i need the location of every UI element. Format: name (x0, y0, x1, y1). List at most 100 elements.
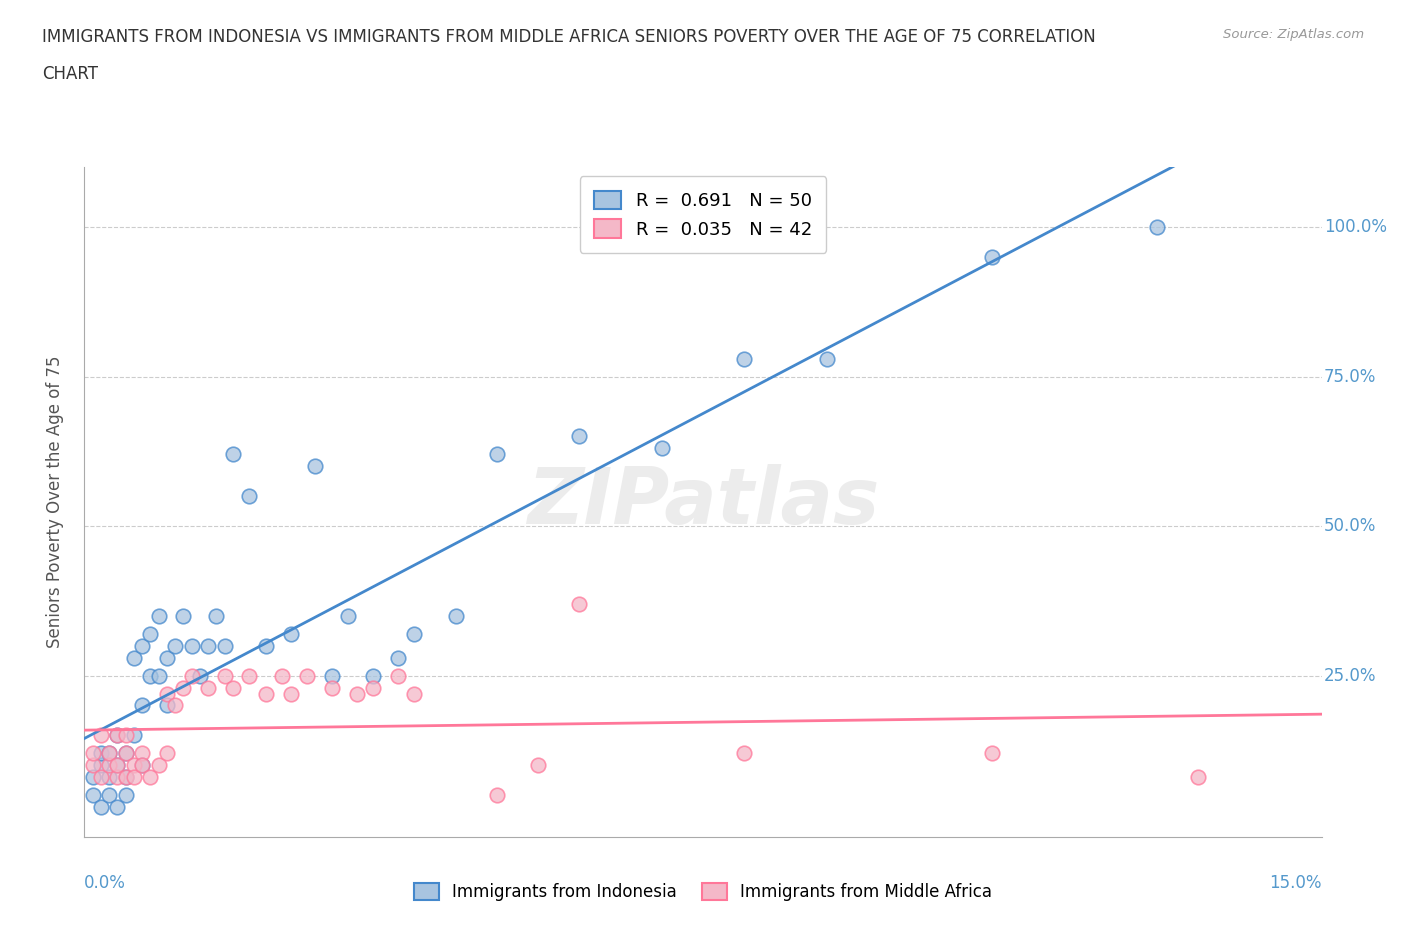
Point (254, 638, 277, 653)
Point (98, 788, 121, 803)
Point (346, 686, 368, 701)
Point (361, 668, 384, 683)
Point (148, 758, 170, 773)
Point (387, 668, 409, 683)
Point (238, 668, 260, 683)
Point (90, 800, 112, 815)
Point (139, 668, 162, 683)
Point (980, 746, 1002, 761)
Point (114, 746, 136, 761)
Point (254, 686, 277, 701)
Point (205, 608, 228, 623)
Point (122, 728, 145, 743)
Text: 100.0%: 100.0% (1324, 219, 1388, 236)
Point (280, 626, 302, 641)
Point (82, 770, 104, 785)
Point (568, 429, 591, 444)
Point (122, 770, 145, 785)
Point (156, 686, 179, 701)
Point (188, 668, 211, 683)
Point (90, 758, 112, 773)
Point (148, 668, 170, 683)
Point (98, 746, 121, 761)
Point (114, 788, 136, 803)
Point (122, 650, 145, 665)
Text: 0.0%: 0.0% (84, 874, 127, 892)
Text: 25.0%: 25.0% (1324, 667, 1376, 684)
Point (105, 770, 128, 785)
Point (304, 458, 326, 473)
Point (568, 596, 591, 611)
Text: Source: ZipAtlas.com: Source: ZipAtlas.com (1223, 28, 1364, 41)
Point (114, 770, 136, 785)
Text: CHART: CHART (42, 65, 98, 83)
Text: 50.0%: 50.0% (1324, 517, 1376, 535)
Point (165, 698, 187, 713)
Point (214, 638, 236, 653)
Point (444, 608, 467, 623)
Point (197, 680, 219, 695)
Point (114, 770, 136, 785)
Point (156, 650, 179, 665)
Point (295, 668, 318, 683)
Point (105, 758, 128, 773)
Point (980, 249, 1002, 264)
Point (82, 746, 104, 761)
Point (105, 728, 128, 743)
Point (321, 680, 343, 695)
Point (156, 698, 179, 713)
Point (82, 758, 104, 773)
Point (404, 626, 426, 641)
Point (280, 686, 302, 701)
Point (98, 758, 121, 773)
Text: ZIPatlas: ZIPatlas (527, 464, 879, 540)
Legend: Immigrants from Indonesia, Immigrants from Middle Africa: Immigrants from Indonesia, Immigrants fr… (405, 874, 1001, 909)
Point (98, 746, 121, 761)
Point (651, 441, 673, 456)
Point (361, 680, 384, 695)
Y-axis label: Seniors Poverty Over the Age of 75: Seniors Poverty Over the Age of 75 (45, 356, 63, 648)
Point (485, 788, 508, 803)
Point (131, 638, 153, 653)
Point (139, 626, 162, 641)
Point (105, 758, 128, 773)
Point (131, 746, 153, 761)
Point (733, 746, 755, 761)
Point (131, 698, 153, 713)
Text: 15.0%: 15.0% (1270, 874, 1322, 892)
Point (90, 746, 112, 761)
Text: IMMIGRANTS FROM INDONESIA VS IMMIGRANTS FROM MIDDLE AFRICA SENIORS POVERTY OVER : IMMIGRANTS FROM INDONESIA VS IMMIGRANTS … (42, 28, 1095, 46)
Point (122, 758, 145, 773)
Point (105, 728, 128, 743)
Point (180, 668, 202, 683)
Point (172, 608, 194, 623)
Point (156, 746, 179, 761)
Point (82, 788, 104, 803)
Point (1146, 219, 1168, 234)
Point (131, 758, 153, 773)
Point (114, 746, 136, 761)
Point (387, 650, 409, 665)
Point (131, 758, 153, 773)
Point (90, 728, 112, 743)
Point (238, 489, 260, 504)
Point (271, 668, 294, 683)
Point (148, 608, 170, 623)
Point (180, 638, 202, 653)
Point (321, 668, 343, 683)
Point (485, 447, 508, 462)
Point (815, 352, 838, 366)
Point (114, 728, 136, 743)
Point (1187, 770, 1209, 785)
Point (105, 800, 128, 815)
Point (222, 447, 245, 462)
Point (733, 352, 755, 366)
Point (214, 668, 236, 683)
Point (165, 638, 187, 653)
Point (90, 770, 112, 785)
Point (222, 680, 245, 695)
Point (172, 680, 194, 695)
Point (197, 638, 219, 653)
Text: 75.0%: 75.0% (1324, 367, 1376, 386)
Point (139, 770, 162, 785)
